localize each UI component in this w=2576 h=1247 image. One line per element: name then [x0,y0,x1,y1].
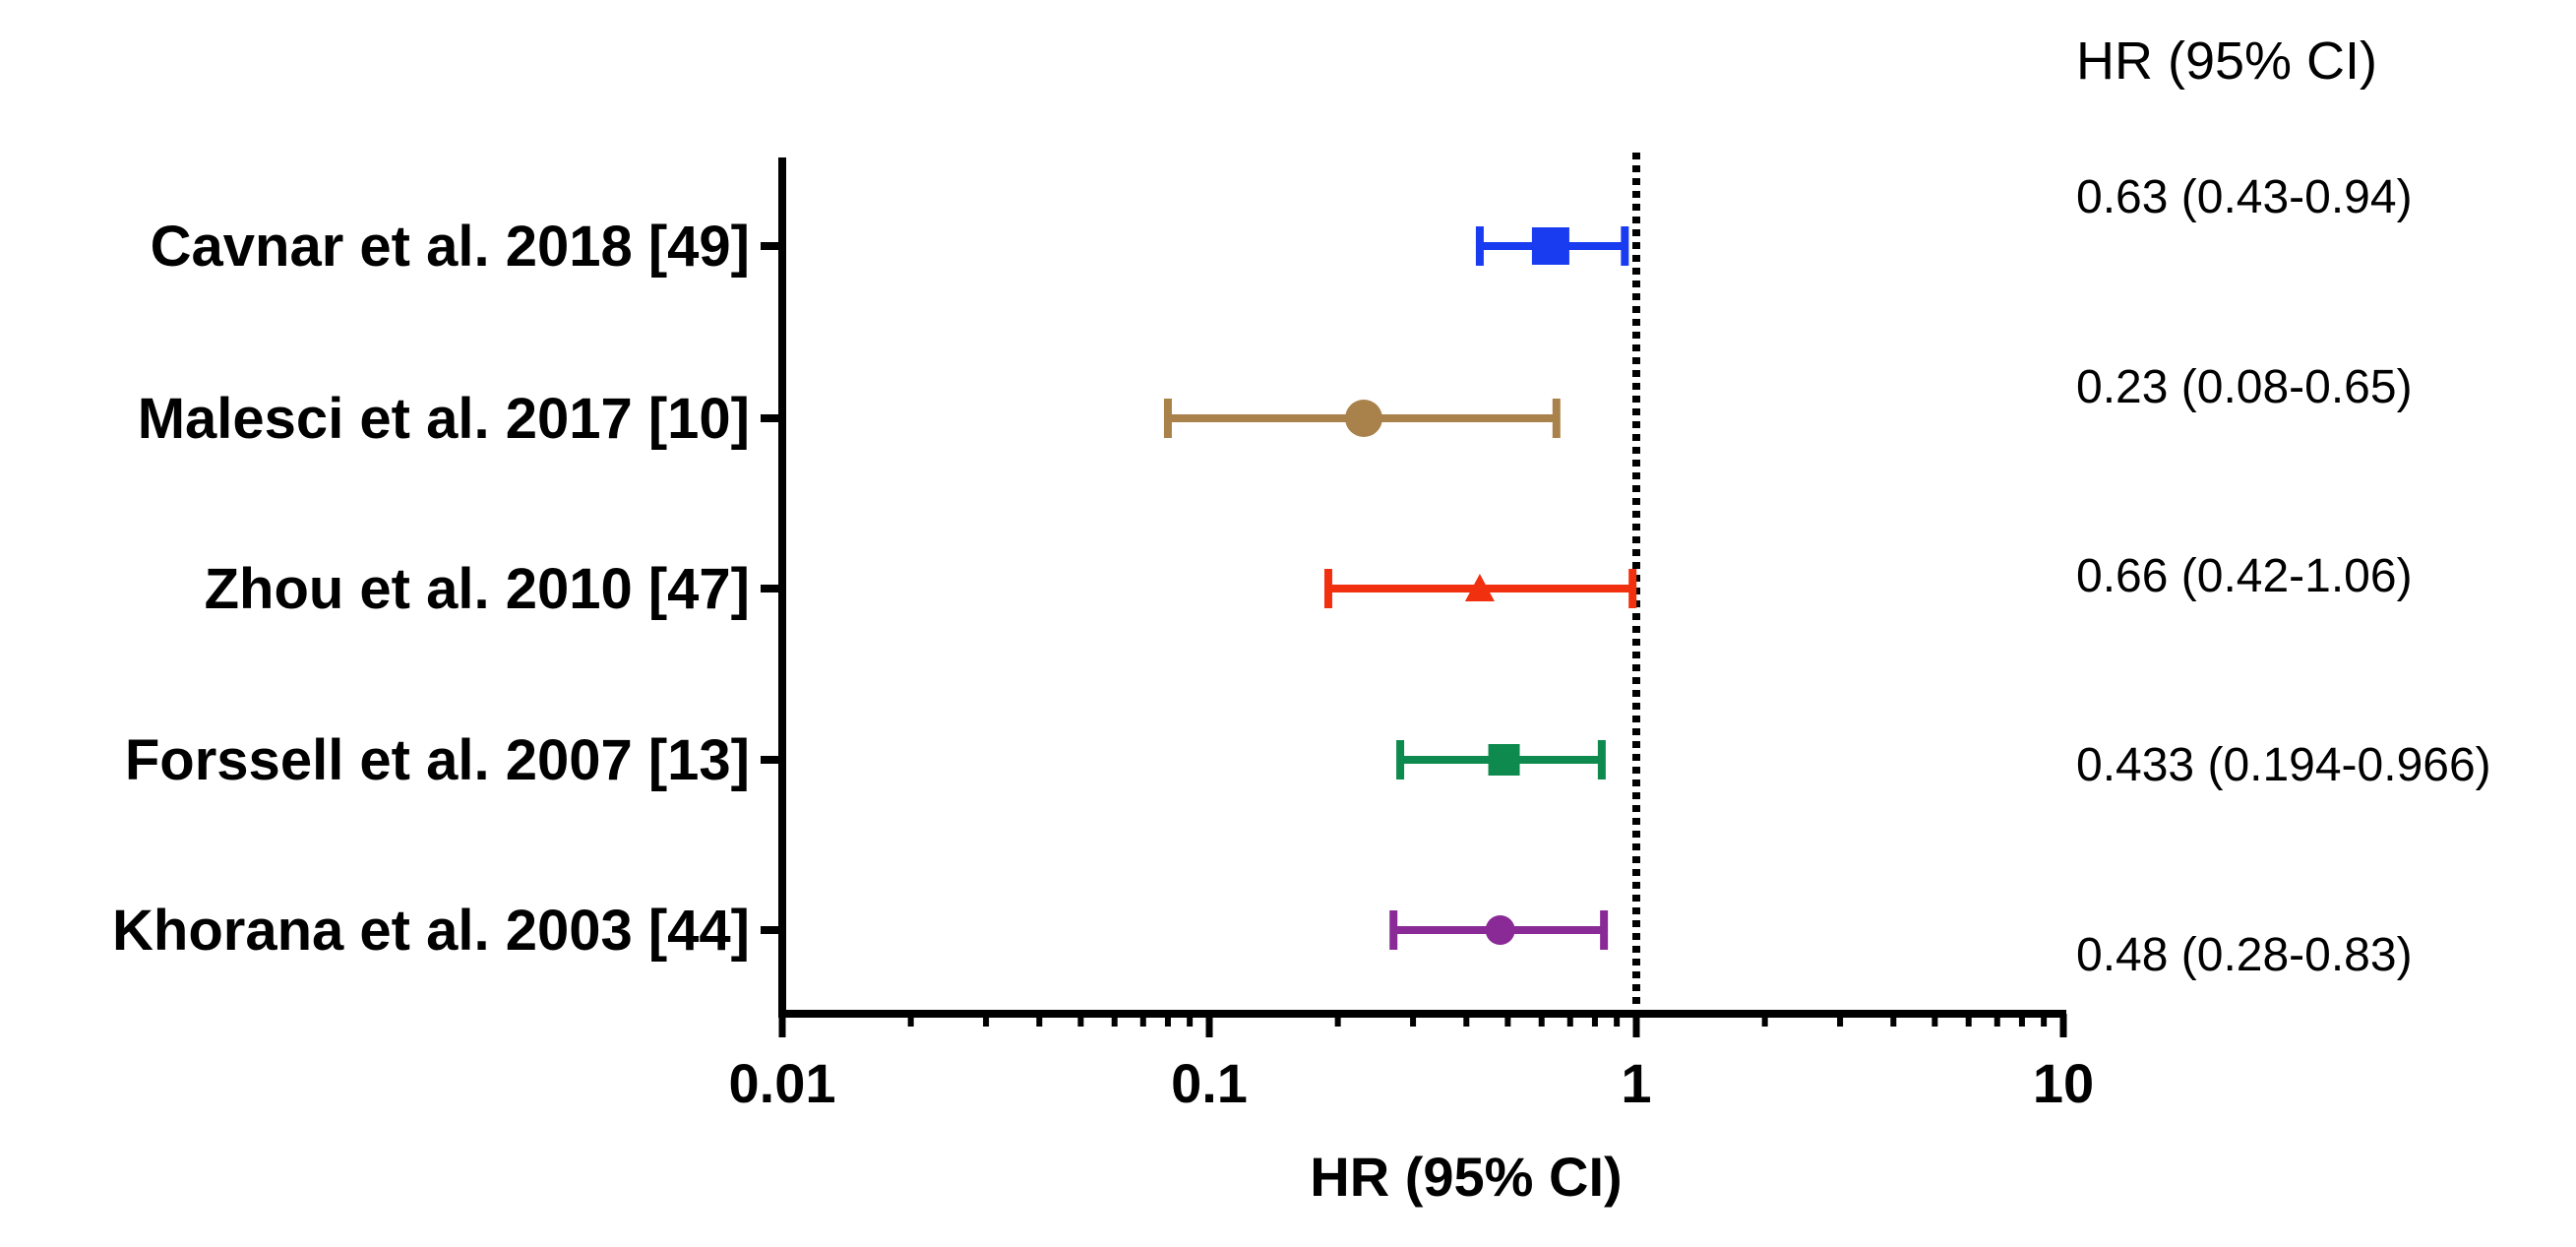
hr-marker-circle [1344,400,1382,437]
hr-marker-square [1488,744,1520,776]
x-tick-label: 10 [2033,1052,2094,1114]
study-label: Forssell et al. 2007 [13] [125,728,750,792]
x-tick-label: 0.1 [1171,1052,1248,1114]
hr-value-text: 0.23 (0.08-0.65) [2076,361,2413,413]
x-axis-tick-labels: 0.01 0.1 1 10 [729,1052,2095,1114]
study-row [1389,910,1609,950]
axes [761,157,2066,1018]
study-rows [1163,226,1637,950]
hr-value-text: 0.48 (0.28-0.83) [2076,929,2413,981]
hr-marker-circle [1485,915,1515,945]
x-tick-label: 0.01 [729,1052,836,1114]
study-row [1323,569,1637,608]
x-axis-ticks [778,1014,2067,1037]
hr-value-text: 0.433 (0.194-0.966) [2076,739,2491,791]
hr-column: HR (95% CI) 0.63 (0.43-0.94) 0.23 (0.08-0… [2076,31,2491,981]
study-row [1396,740,1606,779]
study-labels: Cavnar et al. 2018 [49] Malesci et al. 20… [112,215,750,963]
hr-column-header: HR (95% CI) [2076,31,2377,91]
study-row [1163,399,1561,438]
hr-value-text: 0.63 (0.43-0.94) [2076,171,2413,223]
study-label: Malesci et al. 2017 [10] [138,387,750,451]
x-tick-label: 1 [1621,1052,1651,1114]
study-label: Zhou et al. 2010 [47] [205,557,750,621]
hr-marker-triangle [1464,574,1495,601]
study-label: Khorana et al. 2003 [44] [112,899,750,963]
hr-value-text: 0.66 (0.42-1.06) [2076,550,2413,602]
study-label: Cavnar et al. 2018 [49] [151,215,750,279]
hr-marker-square [1531,227,1569,265]
x-axis-title: HR (95% CI) [1310,1146,1622,1208]
study-row [1475,226,1629,266]
